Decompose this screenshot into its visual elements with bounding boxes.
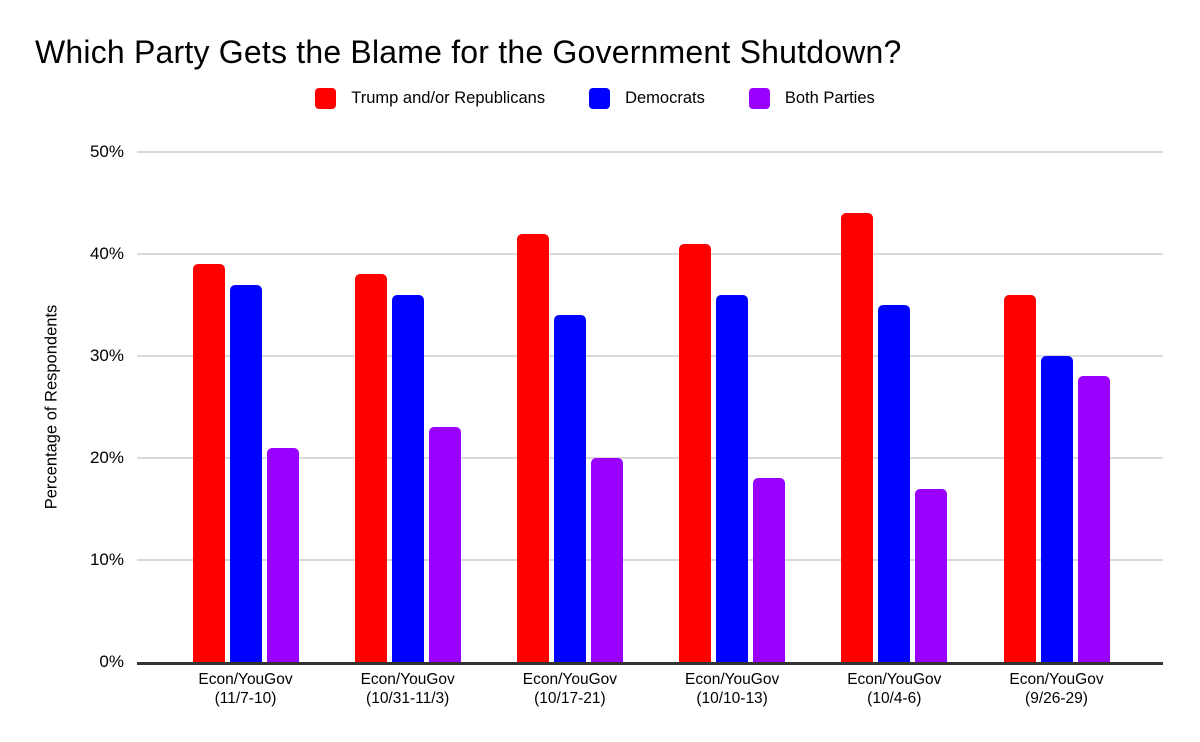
bar-trump-and-or-republicans [516, 233, 549, 662]
bar-group-104-6 [841, 213, 948, 662]
legend: Trump and/or Republicans Democrats Both … [0, 88, 1190, 109]
bar-both-parties [590, 458, 623, 662]
legend-swatch-both-parties-icon [748, 88, 770, 109]
bar-both-parties [915, 488, 948, 662]
bar-both-parties [428, 427, 461, 662]
x-tick-label-1017-21: Econ/YouGov (10/17-21) [522, 671, 617, 707]
plot-area [137, 151, 1163, 665]
legend-swatch-democrats-icon [589, 88, 611, 109]
legend-swatch-trump-republicans-icon [315, 88, 337, 109]
x-tick-label-1031-113: Econ/YouGov (10/31-11/3) [360, 671, 455, 707]
bar-democrats [229, 284, 262, 662]
bar-both-parties [1077, 376, 1110, 662]
bar-group-1017-21 [516, 233, 623, 662]
legend-label-democrats: Democrats [625, 89, 705, 107]
y-tick-label-40: 40% [89, 244, 124, 263]
x-tick-label-926-29: Econ/YouGov (9/26-29) [1009, 671, 1104, 707]
bar-democrats [553, 315, 586, 662]
legend-item-both-parties: Both Parties [748, 88, 875, 109]
bar-trump-and-or-republicans [841, 213, 874, 662]
bar-both-parties [753, 478, 786, 662]
legend-label-both-parties: Both Parties [784, 89, 875, 107]
x-tick-label-117-10: Econ/YouGov (11/7-10) [198, 671, 293, 707]
bar-both-parties [266, 447, 299, 662]
bar-trump-and-or-republicans [192, 264, 225, 662]
x-axis-line [137, 662, 1163, 665]
legend-item-trump-republicans: Trump and/or Republicans [315, 88, 545, 109]
bar-group-926-29 [1003, 294, 1110, 662]
legend-label-trump-republicans: Trump and/or Republicans [351, 89, 546, 107]
gridline-40 [137, 253, 1163, 255]
gridline-10 [137, 559, 1163, 561]
bar-democrats [878, 305, 911, 662]
bar-group-117-10 [192, 264, 299, 662]
bar-trump-and-or-republicans [1003, 294, 1036, 662]
bar-group-1010-13 [679, 243, 786, 662]
bar-trump-and-or-republicans [679, 243, 712, 662]
gridline-50 [137, 151, 1163, 153]
y-axis-title: Percentage of Respondents [42, 304, 61, 510]
bar-trump-and-or-republicans [354, 274, 387, 662]
y-tick-label-10: 10% [89, 550, 124, 569]
bar-democrats [1040, 356, 1073, 662]
y-tick-label-30: 30% [89, 346, 124, 365]
y-tick-label-50: 50% [89, 142, 124, 161]
gridline-20 [137, 457, 1163, 459]
bar-democrats [716, 294, 749, 662]
bar-democrats [391, 294, 424, 662]
y-tick-label-20: 20% [89, 448, 124, 467]
x-tick-label-104-6: Econ/YouGov (10/4-6) [847, 671, 942, 707]
y-tick-label-0: 0% [99, 652, 124, 671]
x-tick-label-1010-13: Econ/YouGov (10/10-13) [684, 671, 780, 707]
bar-group-1031-113 [354, 274, 461, 662]
legend-item-democrats: Democrats [589, 88, 705, 109]
gridline-30 [137, 355, 1163, 357]
chart-title: Which Party Gets the Blame for the Gover… [35, 34, 902, 70]
